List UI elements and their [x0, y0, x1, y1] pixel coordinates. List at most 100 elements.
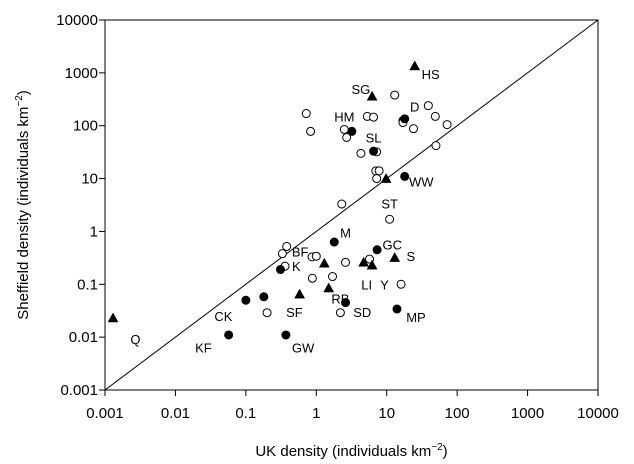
data-point-filled-triangle [294, 288, 306, 299]
data-point-open-circle [301, 109, 311, 119]
y-axis-label-text: Sheffield density (individuals km [15, 107, 32, 320]
point-label: GW [292, 340, 315, 355]
data-point-filled-circle [241, 295, 251, 305]
y-tick-label: 1000 [65, 65, 98, 82]
point-label: SF [286, 305, 303, 320]
data-point-filled-circle [329, 237, 339, 247]
point-label: SD [353, 305, 371, 320]
point-label: MP [406, 310, 426, 325]
x-tick-label: 0.01 [161, 405, 190, 422]
data-point-filled-circle [400, 114, 410, 124]
data-point-filled-triangle [409, 60, 421, 71]
point-label: RB [331, 291, 349, 306]
data-point-open-circle [396, 279, 406, 289]
x-tick-label: 100 [445, 405, 470, 422]
data-point-filled-triangle [318, 257, 330, 268]
point-label: HM [334, 109, 354, 124]
data-point-open-circle [262, 308, 272, 318]
x-axis-label: UK density (individuals km−2) [255, 442, 447, 460]
x-tick-label: 1 [312, 405, 320, 422]
point-label: WW [409, 175, 434, 190]
data-point-filled-circle [224, 330, 234, 340]
plot-area [104, 19, 599, 391]
data-point-filled-triangle [380, 173, 392, 183]
data-point-filled-triangle [358, 256, 370, 267]
data-point-filled-circle [369, 146, 379, 156]
data-point-open-circle [423, 101, 433, 111]
x-axis-label-suffix: ) [443, 443, 448, 460]
data-point-filled-triangle [323, 282, 335, 293]
data-point-open-circle [342, 132, 352, 142]
data-point-filled-triangle [107, 312, 119, 323]
x-tick-label: 1000 [511, 405, 544, 422]
point-label: BF [292, 244, 309, 259]
y-tick-label: 10 [81, 171, 98, 188]
data-point-open-circle [390, 90, 400, 100]
data-point-open-circle [372, 174, 382, 184]
point-labels-group: HS SG D HM SL WW ST M GC BF S K LI Y RB CK SF SD MP Q KF GW [130, 67, 440, 355]
y-axis-label: Sheffield density (individuals km−2) [14, 90, 32, 320]
data-point-open-circle [374, 166, 384, 176]
y-axis-label-suffix: ) [15, 90, 32, 95]
point-label: K [292, 259, 301, 274]
data-point-filled-circle [275, 265, 285, 275]
data-point-filled-circle [347, 126, 357, 136]
y-tick-label: 0.001 [60, 382, 98, 399]
data-point-filled-circle [259, 292, 269, 302]
data-point-open-circle [277, 249, 287, 259]
point-label: Y [380, 277, 389, 292]
data-point-open-circle [337, 199, 347, 209]
data-point-open-circle [335, 308, 345, 318]
point-label: SL [366, 130, 382, 145]
data-point-open-circle [430, 111, 440, 121]
point-label: GC [383, 237, 403, 252]
data-point-filled-triangle [366, 90, 378, 101]
y-tick-label: 0.1 [77, 276, 98, 293]
y-tick-label: 0.01 [69, 329, 98, 346]
data-point-open-circle [408, 124, 418, 134]
x-axis-label-superscript: −2 [431, 442, 443, 453]
data-point-open-circle [339, 124, 349, 134]
data-point-filled-triangle [366, 259, 378, 270]
data-point-filled-circle [400, 171, 410, 181]
data-point-filled-circle [372, 245, 382, 255]
data-point-open-circle [369, 112, 379, 122]
point-label: Q [130, 332, 140, 347]
one-to-one-reference-line [104, 19, 599, 391]
x-tick-label: 0.001 [86, 405, 124, 422]
data-point-open-circle [328, 272, 338, 282]
y-axis-label-superscript: −2 [14, 95, 25, 107]
point-label: ST [381, 196, 398, 211]
x-axis-label-text: UK density (individuals km [255, 443, 431, 460]
y-tick-label: 10000 [56, 12, 98, 29]
data-point-filled-circle [341, 298, 351, 308]
data-point-open-circle [356, 148, 366, 158]
y-tick-label: 100 [73, 118, 98, 135]
point-label: M [340, 226, 351, 241]
x-axis-ticks: 0.001 0.01 0.1 1 10 100 1000 10000 [86, 390, 619, 422]
x-tick-label: 10000 [577, 405, 619, 422]
data-point-filled-circle [392, 304, 402, 314]
point-label: LI [361, 277, 372, 292]
data-point-open-circle [306, 126, 316, 136]
point-label: KF [195, 340, 212, 355]
data-point-open-circle [442, 120, 452, 130]
y-tick-label: 1 [90, 223, 98, 240]
data-point-filled-circle [281, 330, 291, 340]
data-point-open-circle [282, 241, 292, 251]
point-label: SG [352, 82, 371, 97]
data-point-open-circle [431, 141, 441, 151]
data-point-open-circle [311, 251, 321, 261]
point-label: D [410, 100, 419, 115]
x-tick-label: 0.1 [235, 405, 256, 422]
reference-line-group [104, 19, 599, 391]
y-axis-ticks: 0.001 0.01 0.1 1 10 100 1000 10000 [56, 12, 105, 399]
point-label: HS [422, 67, 440, 82]
point-label: S [406, 249, 415, 264]
data-point-open-circle [307, 273, 317, 283]
data-point-open-circle [341, 257, 351, 267]
data-point-open-circle [385, 214, 395, 224]
data-point-filled-triangle [389, 252, 401, 262]
point-label: CK [214, 309, 232, 324]
